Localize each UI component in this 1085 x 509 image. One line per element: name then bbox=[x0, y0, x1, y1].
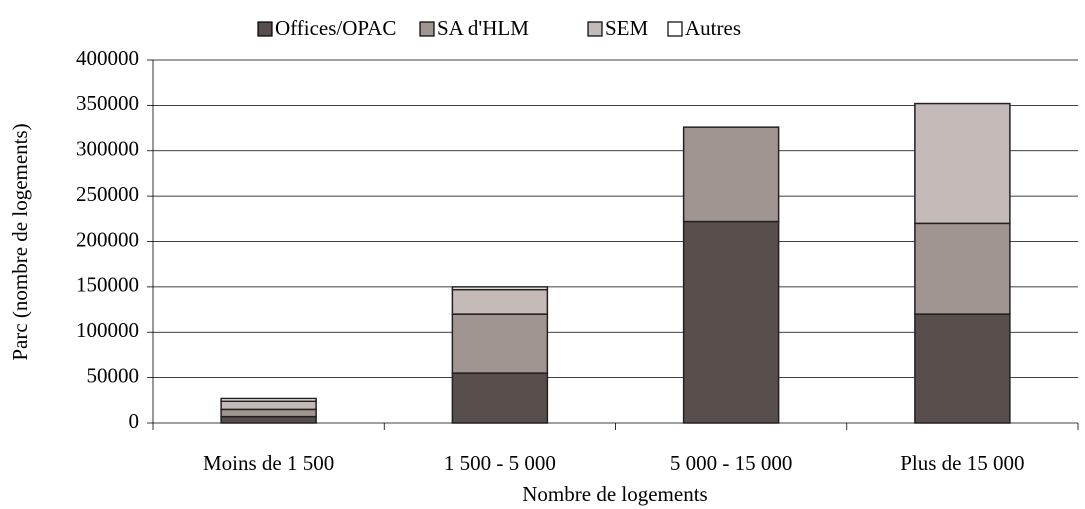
x-tick-label: Plus de 15 000 bbox=[900, 451, 1024, 475]
bar-segment bbox=[220, 415, 317, 424]
bar-segment bbox=[451, 286, 549, 291]
bar-segment bbox=[220, 408, 317, 418]
bar-segment bbox=[451, 372, 549, 424]
x-axis-title: Nombre de logements bbox=[522, 482, 707, 506]
y-tick-label: 100000 bbox=[76, 318, 139, 342]
y-tick-label: 250000 bbox=[76, 182, 139, 206]
bar-segment bbox=[914, 222, 1011, 315]
y-tick-label: 350000 bbox=[76, 91, 139, 115]
bar-segment bbox=[914, 102, 1011, 225]
x-tick-label: 1 500 - 5 000 bbox=[444, 451, 556, 475]
legend-label: Autres bbox=[685, 16, 741, 40]
legend-label: SEM bbox=[605, 16, 649, 40]
legend-swatch bbox=[257, 21, 273, 37]
y-tick-label: 0 bbox=[129, 409, 140, 433]
bar-segment bbox=[682, 126, 780, 223]
legend-swatch bbox=[587, 21, 603, 37]
y-tick-label: 150000 bbox=[76, 273, 139, 297]
y-tick-label: 200000 bbox=[76, 227, 139, 251]
legend-label: Offices/OPAC bbox=[275, 16, 396, 40]
y-tick-label: 300000 bbox=[76, 137, 139, 161]
y-axis-title: Parc (nombre de logements) bbox=[8, 123, 32, 360]
legend-swatch bbox=[667, 21, 683, 37]
bar-segment bbox=[220, 397, 317, 402]
bar-segment bbox=[451, 288, 549, 315]
y-tick-label: 400000 bbox=[76, 46, 139, 70]
bar-segment bbox=[451, 313, 549, 374]
legend-swatch bbox=[419, 21, 435, 37]
bar-segment bbox=[682, 220, 780, 424]
bar-segment bbox=[914, 313, 1011, 424]
y-tick-label: 50000 bbox=[87, 363, 140, 387]
x-tick-label: 5 000 - 15 000 bbox=[670, 451, 793, 475]
legend-label: SA d'HLM bbox=[437, 16, 529, 40]
bar-segment bbox=[220, 400, 317, 411]
x-tick-label: Moins de 1 500 bbox=[203, 451, 334, 475]
